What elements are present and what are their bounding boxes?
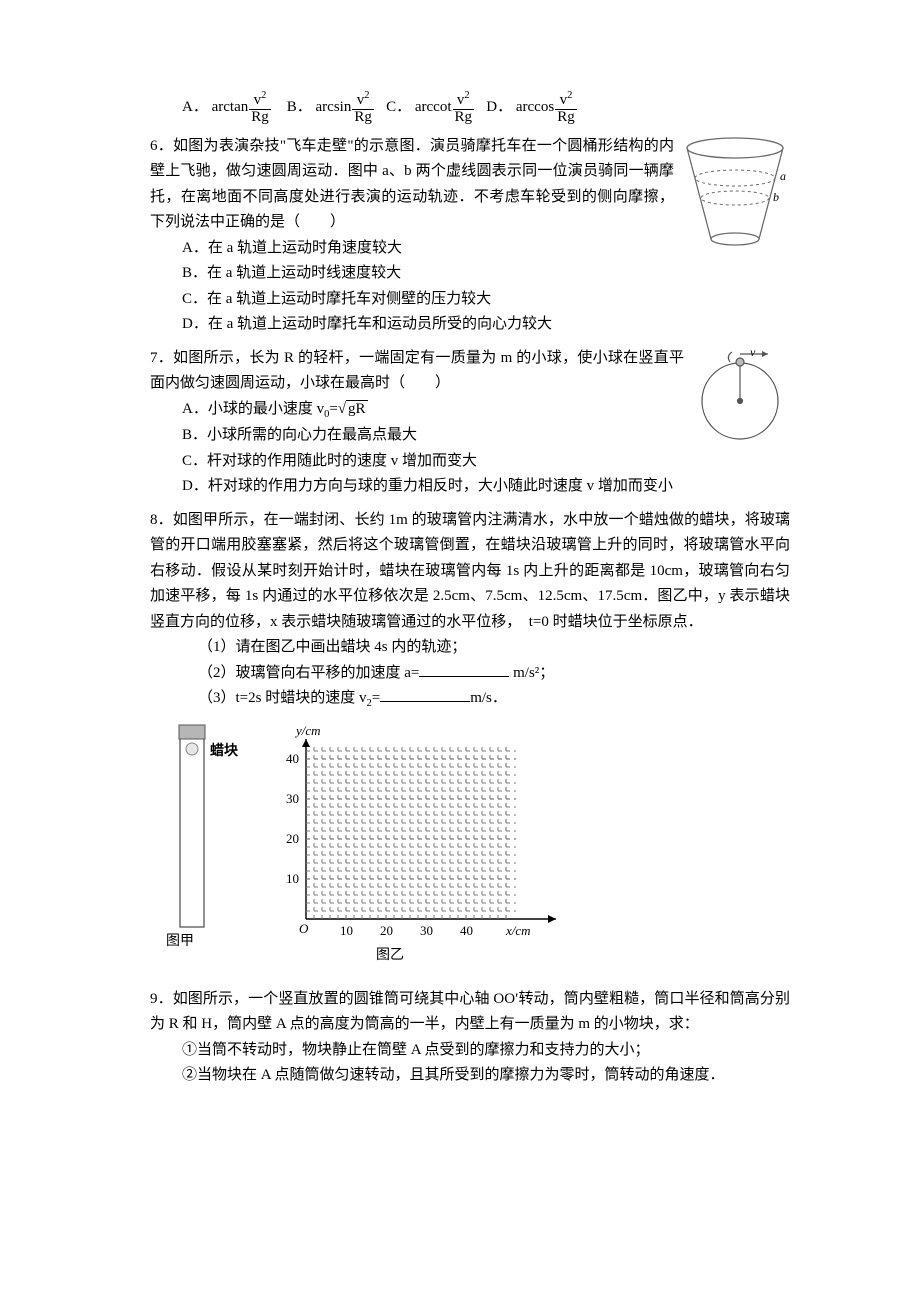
xtick-20: 20 xyxy=(380,923,393,938)
opt-b-frac: v2Rg xyxy=(352,90,374,126)
fig-v-label: v xyxy=(750,346,756,359)
tube-label: 图甲 xyxy=(166,934,194,949)
x-axis-label: x/cm xyxy=(505,923,531,938)
q8-s3: （3）t=2s 时蜡块的速度 v2=m/s． xyxy=(150,686,790,713)
q9-s1: ①当筒不转动时，物块静止在筒壁 A 点受到的摩擦力和支持力的大小； xyxy=(150,1038,790,1064)
xtick-40: 40 xyxy=(460,923,473,938)
sqrt-icon: √gR xyxy=(338,397,368,423)
q7-a-rad: gR xyxy=(346,400,368,417)
q8-s2: （2）玻璃管向右平移的加速度 a= m/s²； xyxy=(150,661,790,687)
ytick-30: 30 xyxy=(286,791,299,806)
opt-c-fn: arccot xyxy=(415,99,452,115)
q6-stem-text: 如图为表演杂技"飞车走壁"的示意图．演员骑摩托车在一个圆桶形结构的内壁上飞驰，做… xyxy=(150,138,674,231)
y-axis-label: y/cm xyxy=(294,723,321,738)
ytick-10: 10 xyxy=(286,871,299,886)
labu-label: 蜡块 xyxy=(210,742,239,759)
q8-s1: （1）请在图乙中画出蜡块 4s 内的轨迹； xyxy=(150,635,790,661)
q9-num: 9． xyxy=(150,991,173,1007)
ytick-20: 20 xyxy=(286,831,299,846)
q8-s2-pre: （2）玻璃管向右平移的加速度 a= xyxy=(198,665,419,681)
q6-opt-b: B．在 a 轨道上运动时线速度较大 xyxy=(150,261,790,287)
q8-s3-pre: （3）t=2s 时蜡块的速度 v xyxy=(198,690,366,706)
q8-s3-unit: m/s． xyxy=(470,690,507,706)
opt-a-frac: v2 Rg xyxy=(249,90,271,126)
opt-a-label: A． xyxy=(182,99,208,115)
opt-d-frac: v2 Rg xyxy=(555,90,577,126)
q6-opt-d: D．在 a 轨道上运动时摩托车和运动员所受的向心力较大 xyxy=(150,312,790,338)
frac-sup: 2 xyxy=(261,90,266,101)
q5-options-row: A． arctanv2Rg B． arcsinv2Rg C． arccotv2R… xyxy=(150,90,790,126)
opt-c-label: C． xyxy=(386,99,411,115)
q8-s3-eq: = xyxy=(372,690,380,706)
q8-figure: 图甲 蜡块 y/cm xyxy=(150,719,790,979)
q6-num: 6． xyxy=(150,138,173,154)
xtick-30: 30 xyxy=(420,923,433,938)
q7-opt-d: D．杆对球的作用力方向与球的重力相反时，大小随此时速度 v 增加而变小 xyxy=(150,474,790,500)
ytick-40: 40 xyxy=(286,751,299,766)
fig-a-label: a xyxy=(780,169,786,183)
q7-figure: v xyxy=(690,346,790,456)
opt-c-frac: v2Rg xyxy=(453,90,475,126)
q8-s2-unit: m/s²； xyxy=(509,665,554,681)
frac-den: Rg xyxy=(352,110,374,126)
q8-stem-text: 如图甲所示，在一端封闭、长约 1m 的玻璃管内注满清水，水中放一个蜡烛做的蜡块，… xyxy=(150,512,790,630)
fig-b-label: b xyxy=(773,190,779,204)
q8-num: 8． xyxy=(150,512,173,528)
q6-opt-c: C．在 a 轨道上运动时摩托车对侧壁的压力较大 xyxy=(150,287,790,313)
xtick-10: 10 xyxy=(340,923,353,938)
frac-sup: 2 xyxy=(364,90,369,101)
opt-b-fn: arcsin xyxy=(316,99,352,115)
frac-num: v xyxy=(254,92,262,108)
q7-num: 7． xyxy=(150,350,173,366)
frac-den: Rg xyxy=(555,110,577,126)
q6-figure: a b xyxy=(680,134,790,264)
q7-stem-text: 如图所示，长为 R 的轻杆，一端固定有一质量为 m 的小球，使小球在竖直平面内做… xyxy=(150,350,684,392)
q9-s2: ②当物块在 A 点随筒做匀速转动，且其所受到的摩擦力为零时，筒转动的角速度． xyxy=(150,1063,790,1089)
blank-v2[interactable] xyxy=(380,686,470,702)
q9-stem: 9．如图所示，一个竖直放置的圆锥筒可绕其中心轴 OO′转动，筒内壁粗糙，筒口半径… xyxy=(150,987,790,1038)
frac-den: Rg xyxy=(453,110,475,126)
q7-a-pre: A．小球的最小速度 v xyxy=(182,401,324,417)
q7-a-eq: = xyxy=(329,401,337,417)
q9-stem-text: 如图所示，一个竖直放置的圆锥筒可绕其中心轴 OO′转动，筒内壁粗糙，筒口半径和筒… xyxy=(150,991,790,1033)
chart-label: 图乙 xyxy=(376,947,404,963)
opt-d-label: D． xyxy=(486,99,512,115)
frac-den: Rg xyxy=(249,110,271,126)
origin-label: O xyxy=(299,921,309,936)
frac-num: v xyxy=(560,92,568,108)
opt-a-fn: arctan xyxy=(212,99,249,115)
frac-sup: 2 xyxy=(567,90,572,101)
opt-d-fn: arccos xyxy=(516,99,554,115)
opt-b-label: B． xyxy=(287,99,312,115)
q8-stem: 8．如图甲所示，在一端封闭、长约 1m 的玻璃管内注满清水，水中放一个蜡烛做的蜡… xyxy=(150,508,790,636)
frac-sup: 2 xyxy=(464,90,469,101)
blank-a[interactable] xyxy=(419,661,509,677)
